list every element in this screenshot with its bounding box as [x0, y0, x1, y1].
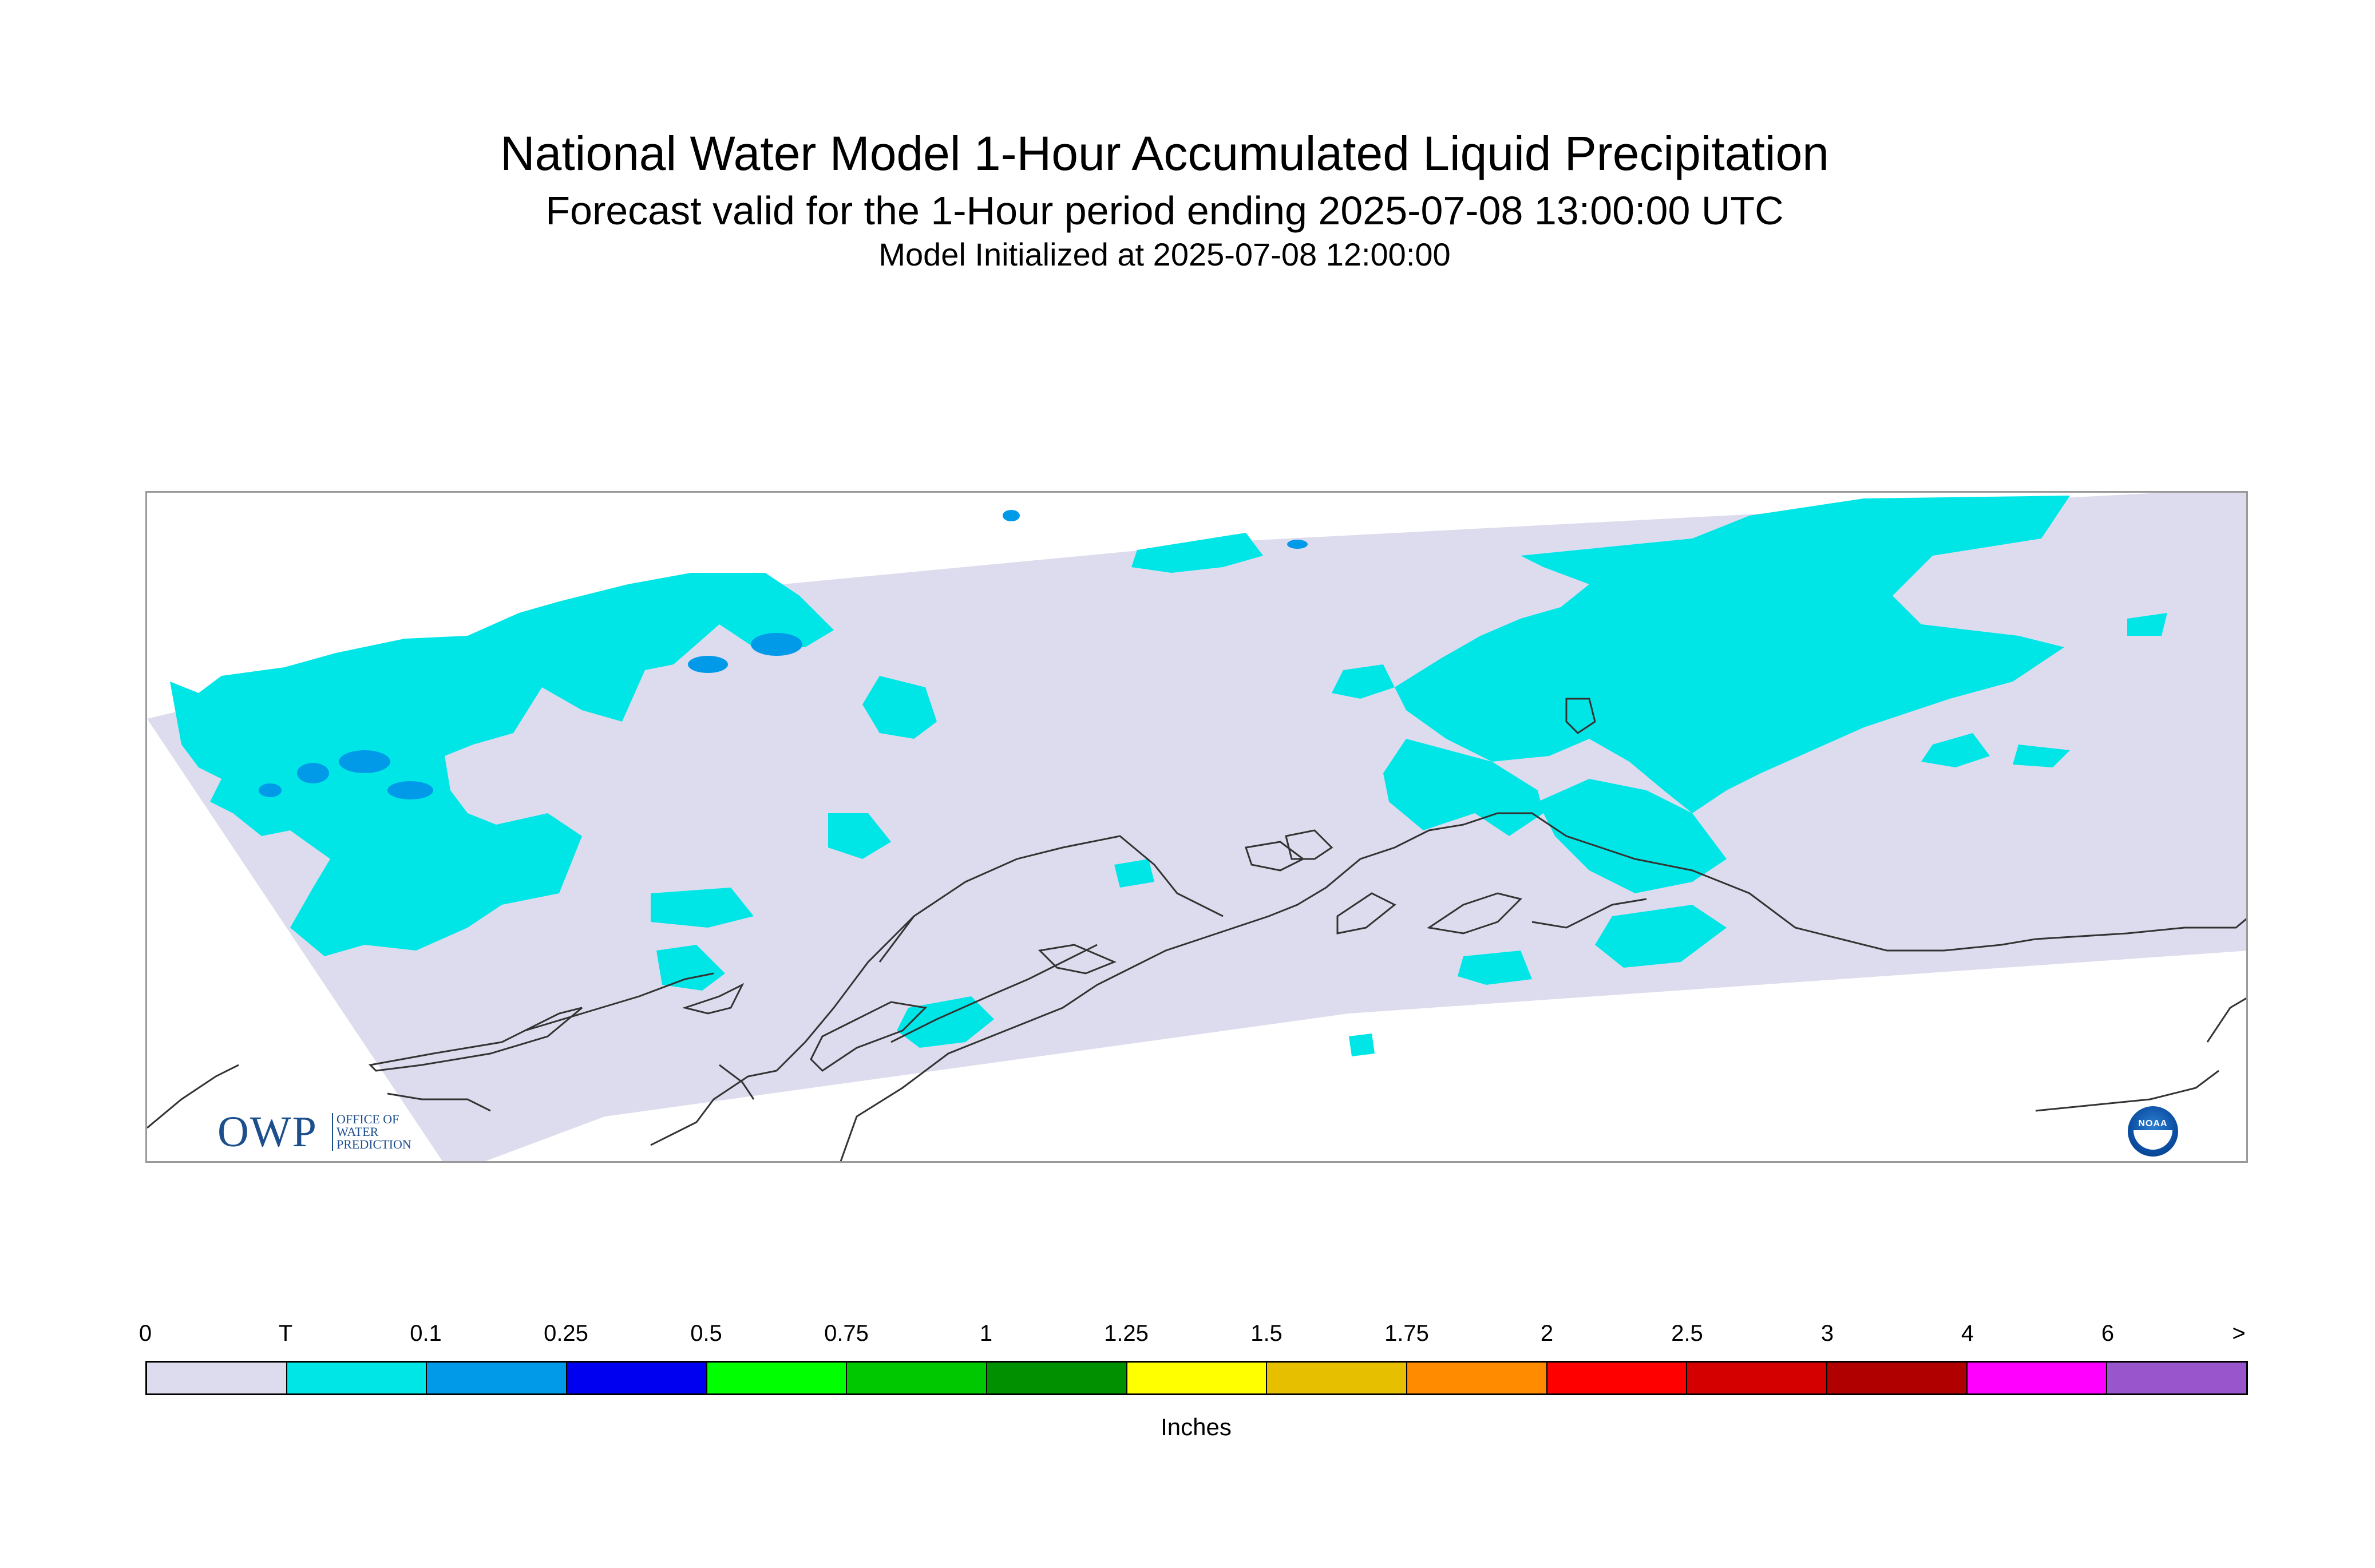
coastlines [147, 698, 2246, 1161]
legend-tick-label: 1 [979, 1321, 993, 1346]
legend-tick-label: 1.25 [1104, 1321, 1149, 1346]
light-precip-areas [259, 510, 1308, 799]
legend-swatch [1827, 1363, 1968, 1393]
legend-tick-label: 3 [1820, 1321, 1834, 1346]
legend-swatch [1967, 1363, 2108, 1393]
legend-swatch [287, 1363, 428, 1393]
legend-tick-label: 0 [138, 1321, 152, 1346]
legend-swatch [1407, 1363, 1547, 1393]
legend-tick-label: 1.75 [1384, 1321, 1429, 1346]
legend-swatch [1267, 1363, 1408, 1393]
legend-tick-label: 2 [1540, 1321, 1554, 1346]
legend-swatch [2107, 1363, 2247, 1393]
legend-swatch [1127, 1363, 1268, 1393]
color-legend [145, 1361, 2248, 1395]
legend-tick-label: 0.75 [824, 1321, 869, 1346]
model-init-text: Model Initialized at 2025-07-08 12:00:00 [878, 236, 1451, 272]
noaa-logo-icon: NOAA [2128, 1106, 2178, 1157]
map-canvas [147, 493, 2246, 1161]
legend-tick-label: 0.5 [690, 1321, 722, 1346]
legend-tick-label: 0.1 [410, 1321, 442, 1346]
legend-swatch [147, 1363, 287, 1393]
legend-swatch [567, 1363, 707, 1393]
legend-swatch [987, 1363, 1127, 1393]
legend-tick-label: 4 [1961, 1321, 1974, 1346]
legend-swatch [1687, 1363, 1828, 1393]
legend-swatch [707, 1363, 848, 1393]
precipitation-map [145, 491, 2248, 1163]
legend-tick-label: 1.5 [1250, 1321, 1282, 1346]
owp-logo-tagline: OFFICE OF WATER PREDICTION [332, 1113, 411, 1151]
legend-tick-label: 2.5 [1671, 1321, 1703, 1346]
legend-tick-label: 0.25 [544, 1321, 588, 1346]
legend-tick-label: 6 [2101, 1321, 2115, 1346]
legend-units-label: Inches [1161, 1413, 1232, 1440]
legend-tick-label: > [2232, 1321, 2246, 1346]
legend-swatch [427, 1363, 568, 1393]
legend-swatch [847, 1363, 988, 1393]
map-subtitle: Forecast valid for the 1-Hour period end… [545, 188, 1784, 233]
legend-tick-label: T [278, 1321, 293, 1346]
map-title: National Water Model 1-Hour Accumulated … [500, 126, 1830, 180]
legend-swatch [1547, 1363, 1688, 1393]
trace-precip-areas [170, 496, 2167, 1056]
noaa-logo-text: NOAA [2138, 1119, 2168, 1129]
owp-logo-text: OWP [217, 1108, 318, 1156]
